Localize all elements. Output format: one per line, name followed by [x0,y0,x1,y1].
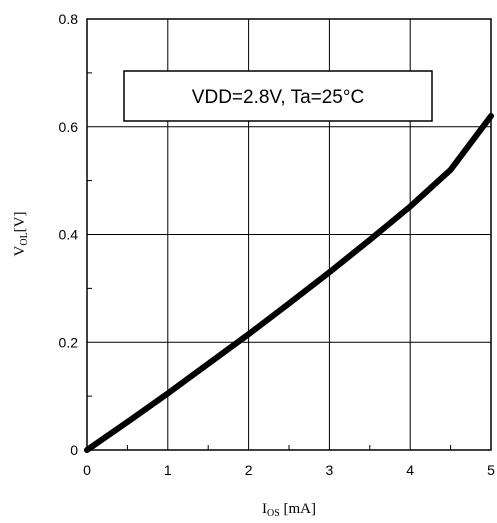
annotation-box: VDD=2.8V, Ta=25°C [123,70,433,122]
y-axis-label-main: V [12,246,28,257]
y-axis-label: VOL[V] [12,211,30,256]
x-tick-label: 5 [487,462,495,478]
x-tick-label: 2 [245,462,253,478]
series-layer [84,113,494,453]
x-tick-label: 0 [83,462,91,478]
series-line-0 [84,113,494,453]
y-tick-label: 0.2 [59,334,79,350]
y-tick-label: 0.4 [59,227,79,243]
x-tick-labels: 0 1 2 3 4 5 [83,462,495,478]
x-tick-label: 3 [326,462,334,478]
y-tick-label: 0.6 [59,119,79,135]
x-tick-label: 4 [406,462,414,478]
x-axis-label-rest: [mA] [280,501,316,517]
annotation-text: VDD=2.8V, Ta=25°C [192,87,364,108]
y-tick-labels: 0 0.2 0.4 0.6 0.8 [59,11,79,458]
plot-frame [86,18,492,451]
x-axis-label-sub: OS [267,508,280,519]
x-axis-label-main: I [262,501,267,517]
y-tick-label: 0.8 [59,11,79,27]
y-axis-label-sub: OL [19,232,30,245]
x-tick-label: 1 [164,462,172,478]
y-tick-label: 0 [70,442,78,458]
minor-ticks [87,72,452,450]
annotation-frame [123,70,433,122]
y-axis-label-rest: [V] [12,211,28,232]
x-axis-label: IOS [mA] [262,501,316,519]
